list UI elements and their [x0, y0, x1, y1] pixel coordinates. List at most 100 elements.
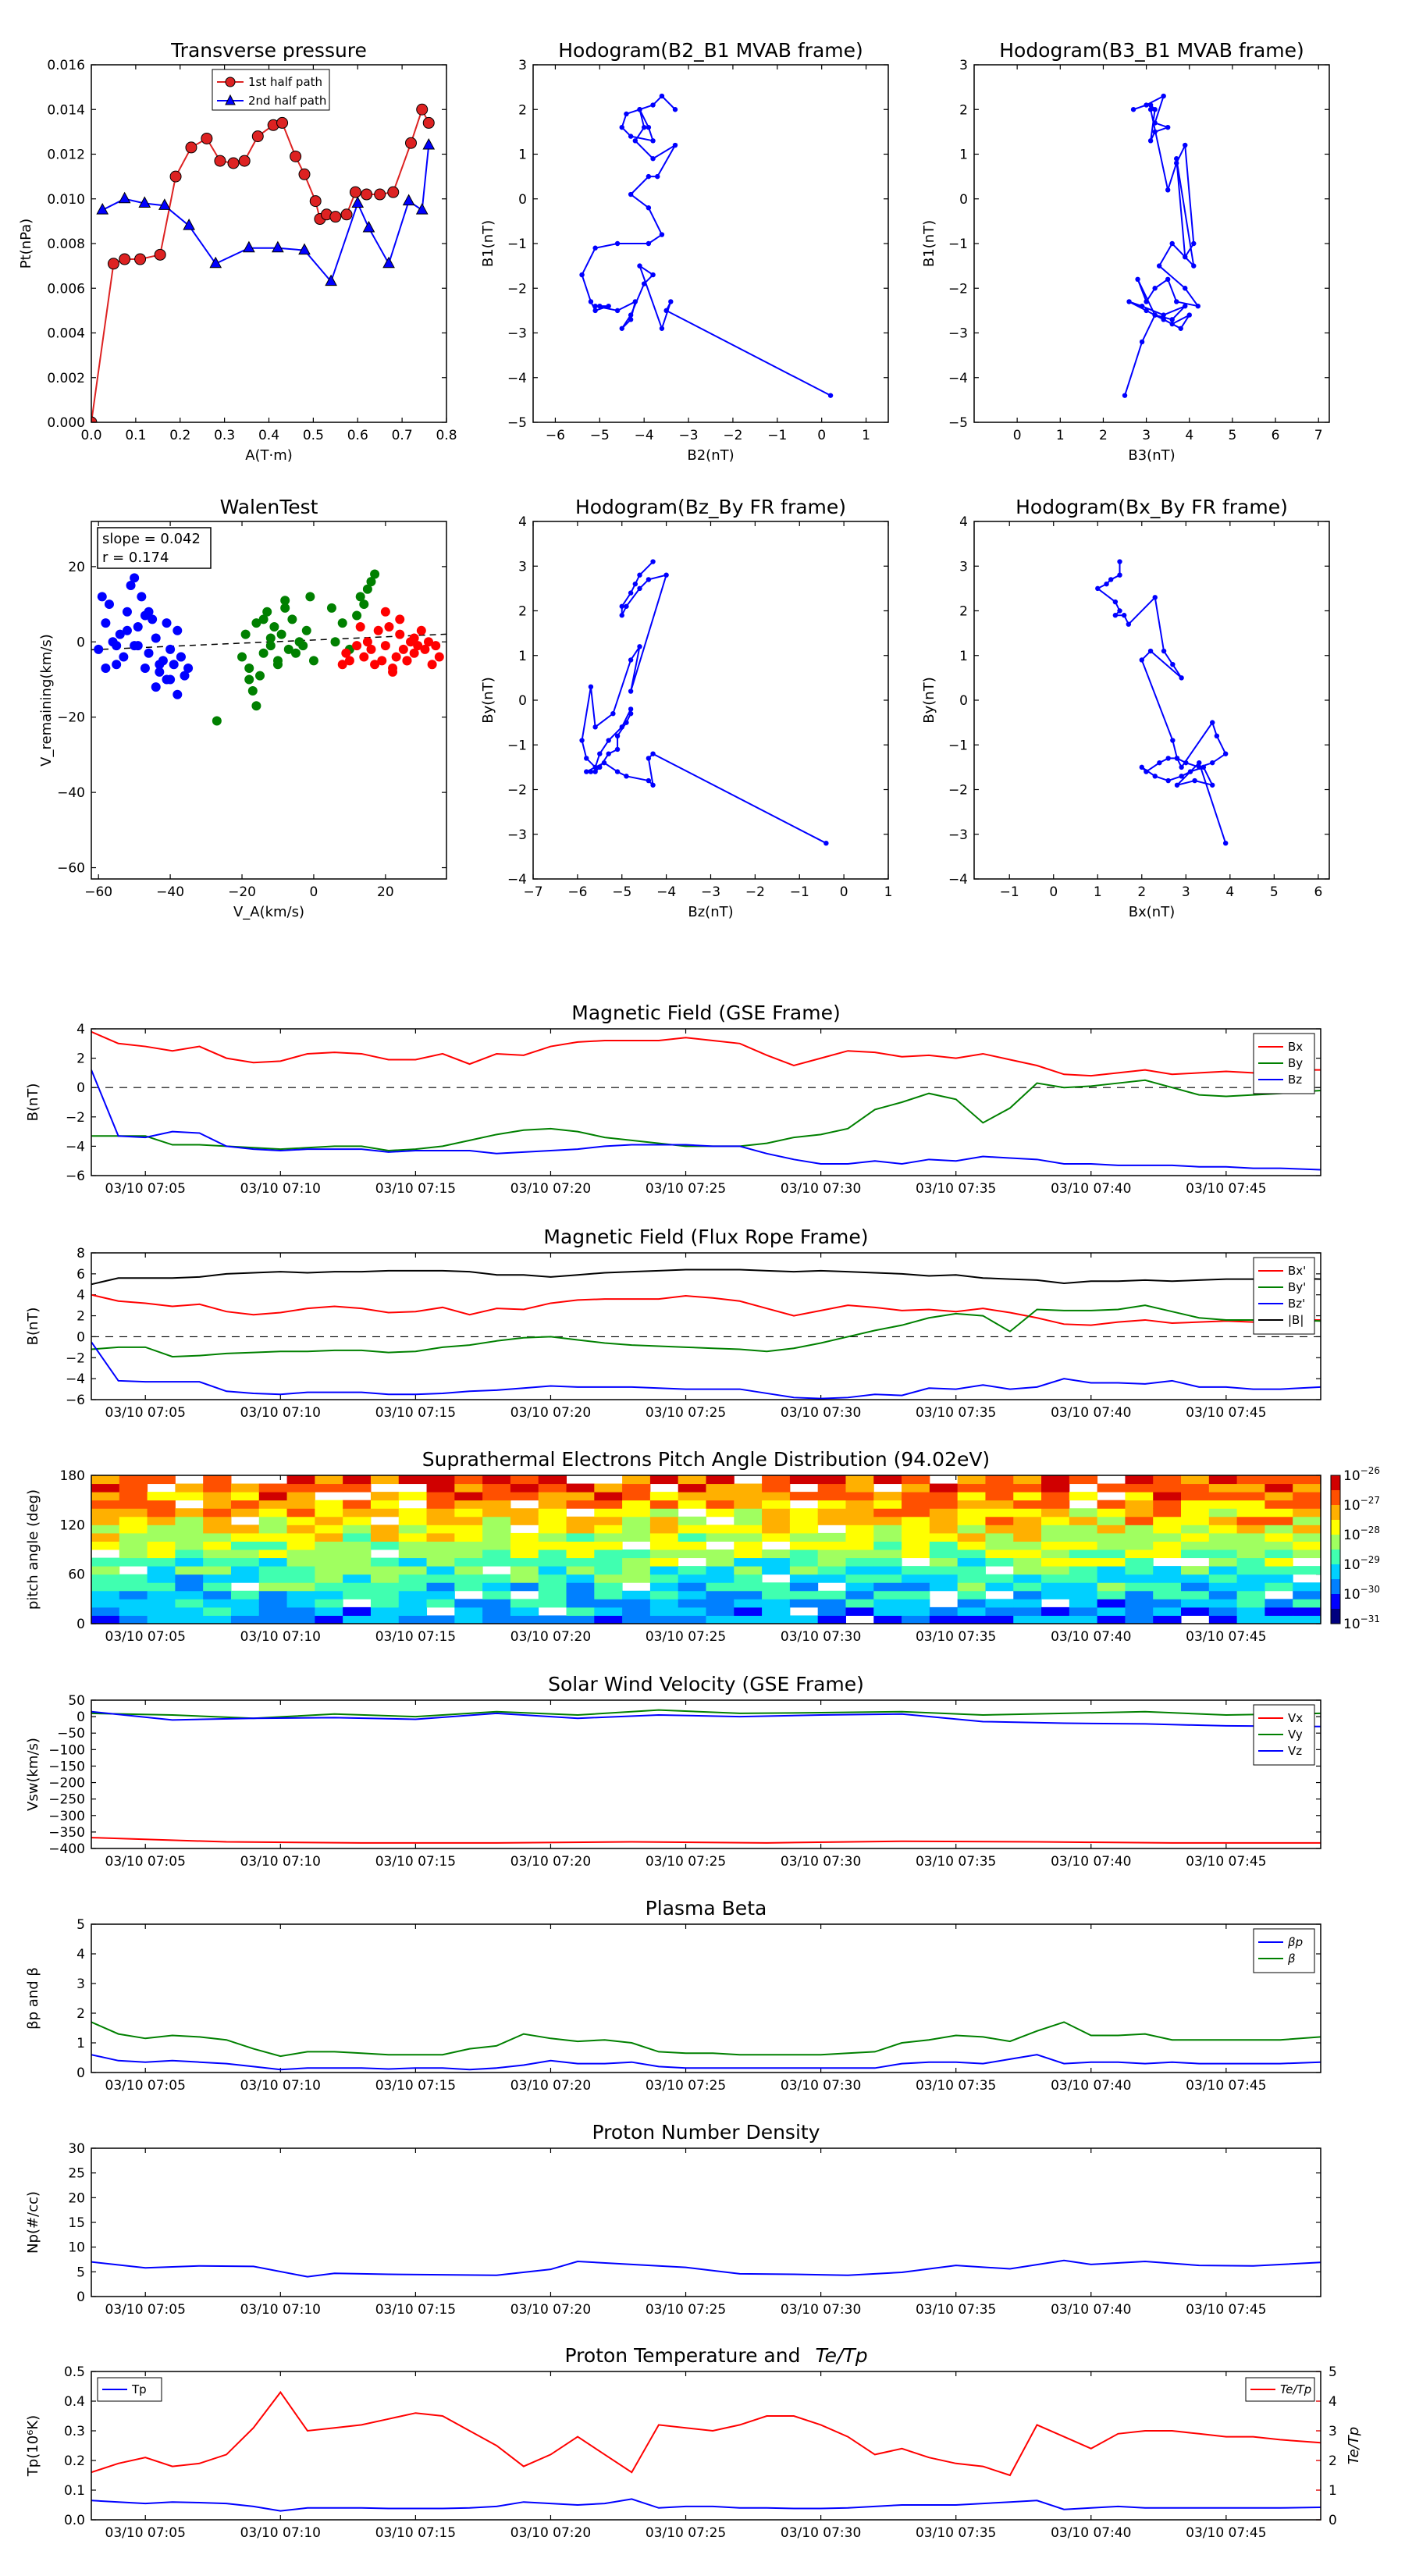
legend-label: β	[1287, 1952, 1296, 1966]
data-point	[169, 170, 182, 183]
heatmap-cell	[1097, 1615, 1126, 1624]
heatmap-cell	[343, 1550, 372, 1559]
x-tick-label: 03/10 07:20	[510, 1405, 591, 1421]
heatmap-cell	[538, 1475, 567, 1485]
data-point	[349, 186, 361, 198]
chart-title: Magnetic Field (GSE Frame)	[571, 1002, 840, 1024]
heatmap-cell	[482, 1483, 511, 1493]
plot-frame	[91, 1028, 1321, 1176]
y-axis-label-right: Te/Tp	[1346, 2427, 1362, 2464]
heatmap-cell	[119, 1606, 148, 1616]
data-point	[359, 652, 369, 662]
heatmap-cell	[649, 1550, 679, 1559]
heatmap-cell	[1153, 1541, 1182, 1550]
y-tick-label: 15	[68, 2215, 85, 2231]
heatmap-cell	[622, 1590, 651, 1599]
heatmap-cell	[1181, 1483, 1210, 1493]
data-point	[632, 299, 638, 304]
heatmap-cell	[873, 1590, 902, 1599]
heatmap-cell	[985, 1525, 1014, 1534]
x-tick-label: 03/10 07:20	[510, 2525, 591, 2541]
heatmap-cell	[706, 1483, 735, 1493]
heatmap-cell	[1153, 1492, 1182, 1501]
heatmap-cell	[203, 1566, 232, 1575]
data-point	[1169, 317, 1175, 322]
data-point	[632, 138, 638, 144]
data-point	[119, 253, 131, 265]
x-tick-label: 03/10 07:30	[781, 2078, 861, 2094]
data-point	[101, 664, 111, 674]
x-tick-label: 1	[1056, 428, 1065, 443]
data-point	[624, 720, 629, 725]
heatmap-cell	[203, 1599, 232, 1608]
data-point	[1147, 107, 1154, 112]
heatmap-cell	[370, 1615, 400, 1624]
data-point	[380, 607, 390, 617]
heatmap-cell	[566, 1615, 595, 1624]
y-tick-label: 0.004	[47, 326, 85, 342]
chart-title: Hodogram(Bx_By FR frame)	[1016, 496, 1288, 518]
heatmap-cell	[817, 1599, 846, 1608]
heatmap-cell	[370, 1599, 400, 1608]
data-point	[243, 240, 255, 253]
heatmap-cell	[258, 1574, 288, 1583]
data-point	[592, 308, 598, 314]
heatmap-cell	[594, 1508, 623, 1517]
data-point	[1144, 299, 1149, 304]
data-point	[1117, 559, 1122, 564]
heatmap-cell	[649, 1566, 679, 1575]
heatmap-cell	[789, 1574, 819, 1583]
heatmap-cell	[538, 1599, 567, 1608]
data-point	[646, 240, 652, 247]
heatmap-cell	[315, 1500, 343, 1509]
heatmap-cell	[873, 1599, 902, 1608]
y-tick-label: 0.5	[64, 2364, 85, 2380]
heatmap-cell	[1181, 1574, 1210, 1583]
heatmap-cell	[929, 1557, 959, 1567]
x-tick-label: −5	[590, 428, 610, 443]
heatmap-cell	[398, 1599, 428, 1608]
data-point	[1174, 299, 1179, 304]
data-point	[118, 191, 131, 204]
data-point	[148, 614, 158, 624]
heatmap-cell	[1153, 1590, 1182, 1599]
heatmap-cell	[175, 1557, 204, 1567]
x-tick-label: −5	[612, 884, 631, 900]
x-tick-label: 03/10 07:45	[1186, 1629, 1266, 1645]
x-tick-label: 03/10 07:25	[646, 1854, 726, 1870]
heatmap-cell	[566, 1541, 595, 1550]
heatmap-cell	[286, 1590, 315, 1599]
annotation-box	[97, 527, 212, 569]
y-tick-label: 3	[518, 559, 527, 575]
colorbar-tick-exponent: −28	[1361, 1525, 1380, 1535]
x-tick-label: −40	[156, 884, 184, 900]
x-tick-label: 0.2	[169, 428, 190, 443]
heatmap-cell	[1125, 1483, 1154, 1493]
heatmap-cell	[1013, 1550, 1042, 1559]
data-point	[382, 256, 395, 269]
heatmap-cell	[734, 1492, 763, 1501]
data-point	[650, 102, 656, 108]
heatmap-cell	[734, 1606, 763, 1616]
data-point	[1147, 102, 1154, 108]
heatmap-cell	[426, 1483, 455, 1493]
heatmap-cell	[1041, 1557, 1070, 1567]
heatmap-cell	[482, 1557, 511, 1567]
heatmap-cell	[1181, 1475, 1210, 1485]
y-tick-label: 0.016	[47, 58, 85, 73]
y-tick-label: 2	[76, 2006, 85, 2022]
heatmap-cell	[1264, 1550, 1293, 1559]
y-tick-label: 1	[959, 649, 968, 664]
heatmap-cell	[286, 1508, 315, 1517]
heatmap-cell	[203, 1582, 232, 1592]
heatmap-cell	[1153, 1483, 1182, 1493]
heatmap-cell	[230, 1590, 260, 1599]
data-point	[588, 684, 594, 690]
heatmap-cell	[230, 1483, 260, 1493]
y-tick-label: 2	[959, 102, 968, 118]
heatmap-cell	[1236, 1500, 1265, 1509]
heatmap-cell	[1041, 1574, 1070, 1583]
x-tick-label: 03/10 07:35	[916, 1854, 996, 1870]
y-axis-label: Tp(10⁶K)	[25, 2415, 41, 2477]
x-tick-label: 03/10 07:30	[781, 1405, 861, 1421]
